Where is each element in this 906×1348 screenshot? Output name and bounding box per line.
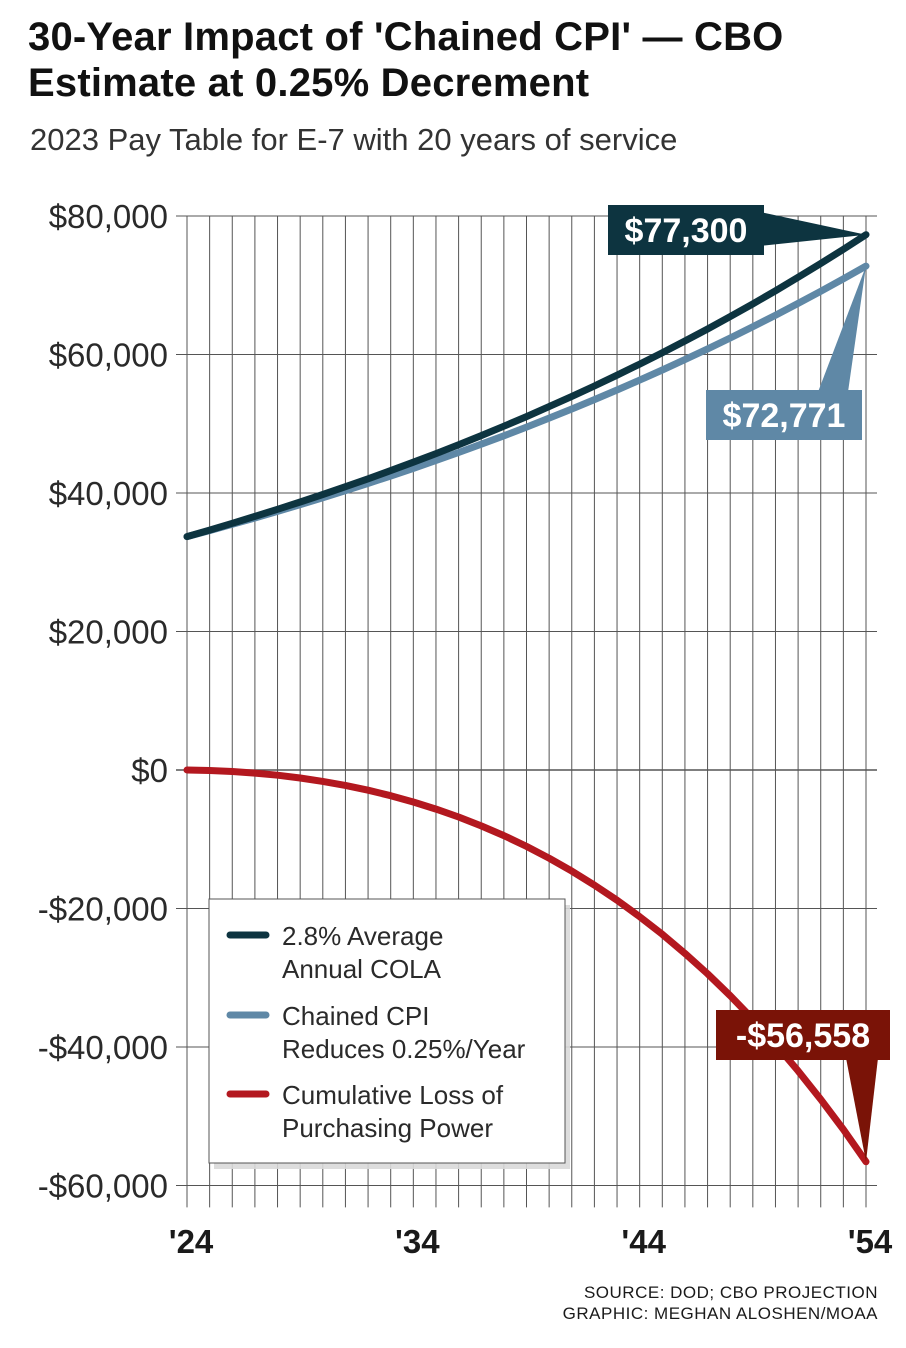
callout-cola-label: $77,300 [625,212,748,250]
y-tick-label: $20,000 [49,614,168,651]
x-axis-tick-labels: '24 '34 '44 '54 [169,1223,893,1260]
y-tick-label: -$60,000 [38,1168,168,1205]
callout-chained-label: $72,771 [723,397,846,435]
x-tick-label: '44 [621,1223,666,1260]
source-credit: SOURCE: DOD; CBO PROJECTION [583,1283,878,1302]
x-tick-label: '54 [848,1223,893,1260]
y-tick-label: $80,000 [49,198,168,235]
legend-label: Cumulative Loss of [282,1080,504,1110]
legend-label: 2.8% Average [282,921,443,951]
callout-loss-pointer [846,1058,878,1162]
callout-chained-box [706,390,862,440]
graphic-credit: GRAPHIC: MEGHAN ALOSHEN/MOAA [562,1304,878,1323]
y-tick-label: $0 [131,752,168,789]
end-value-callouts: $77,300 $72,771 -$56,558 [608,205,890,1162]
callout-loss-box [716,1010,890,1060]
legend-box [208,898,566,1164]
legend-label: Chained CPI [282,1001,429,1031]
y-tick-label: $40,000 [49,475,168,512]
y-axis-tick-labels: $80,000 $60,000 $40,000 $20,000 $0 -$20,000 -$… [38,198,168,1205]
y-tick-label: -$40,000 [38,1029,168,1066]
callout-loss-label: -$56,558 [736,1017,870,1055]
credits: SOURCE: DOD; CBO PROJECTION GRAPHIC: MEG… [563,1282,878,1324]
callout-chained-pointer [818,266,866,392]
legend-label: Reduces 0.25%/Year [282,1034,526,1064]
legend-label: Purchasing Power [282,1113,493,1143]
callout-cola-box [608,205,764,255]
series-line-cola [183,231,870,541]
chart-title: 30-Year Impact of 'Chained CPI' — CBO Es… [28,15,784,105]
legend-label: Annual COLA [282,954,442,984]
callout-loss: -$56,558 [716,1010,890,1162]
x-tick-label: '24 [169,1223,214,1260]
y-tick-label: -$20,000 [38,891,168,928]
callout-cola-pointer [760,212,866,246]
callout-cola: $77,300 [608,205,866,255]
callout-chained: $72,771 [706,266,866,440]
y-tick-label: $60,000 [49,337,168,374]
x-tick-label: '34 [395,1223,440,1260]
chart-subtitle: 2023 Pay Table for E-7 with 20 years of … [30,122,678,157]
